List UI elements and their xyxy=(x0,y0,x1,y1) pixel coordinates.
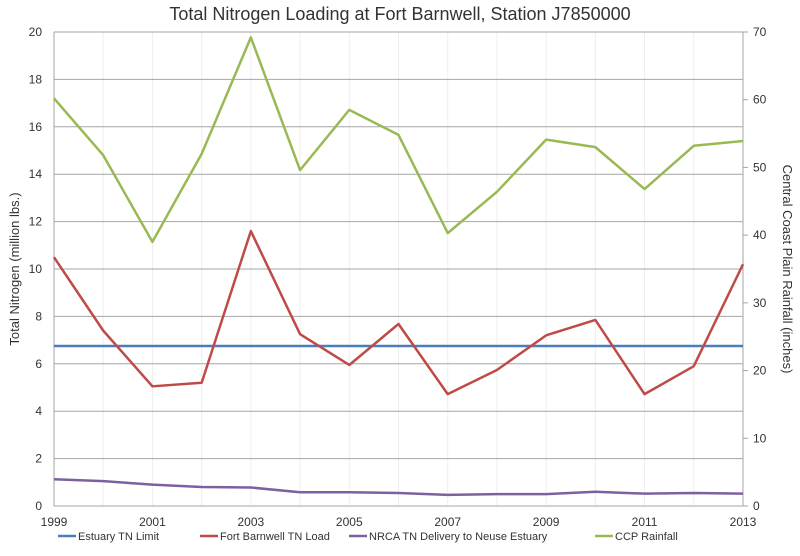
y-tick-label: 12 xyxy=(29,215,43,229)
legend-label: Estuary TN Limit xyxy=(78,531,159,543)
x-tick-label: 2011 xyxy=(632,515,658,529)
x-tick-label: 2003 xyxy=(238,515,265,529)
x-tick-label: 2005 xyxy=(336,515,363,529)
y2-tick-label: 40 xyxy=(753,228,767,242)
y-tick-label: 16 xyxy=(29,120,43,134)
y-tick-label: 2 xyxy=(35,452,42,466)
y2-tick-label: 70 xyxy=(753,25,767,39)
y-tick-label: 8 xyxy=(35,309,42,323)
y2-tick-label: 10 xyxy=(753,431,767,445)
legend: Estuary TN Limit Fort Barnwell TN Load NRC… xyxy=(58,531,678,543)
y-tick-label: 0 xyxy=(35,499,42,513)
y-tick-label: 20 xyxy=(29,25,43,39)
axes: 0 2 4 6 8 10 12 14 16 18 20 0 10 20 30 40 50 60 70 1999 2001… xyxy=(29,25,767,529)
grid xyxy=(54,32,743,506)
legend-label: Fort Barnwell TN Load xyxy=(220,531,330,543)
y-tick-label: 14 xyxy=(29,167,43,181)
y-axis-label: Total Nitrogen (million lbs.) xyxy=(7,192,22,345)
x-tick-label: 2013 xyxy=(730,515,757,529)
y2-tick-label: 60 xyxy=(753,93,767,107)
y2-axis-label: Central Coast Plain Rainfall (inches) xyxy=(780,165,795,374)
x-tick-label: 2007 xyxy=(434,515,461,529)
legend-label: NRCA TN Delivery to Neuse Estuary xyxy=(369,531,548,543)
legend-label: CCP Rainfall xyxy=(615,531,678,543)
y2-tick-label: 30 xyxy=(753,296,767,310)
x-tick-label: 2001 xyxy=(139,515,166,529)
y2-tick-label: 20 xyxy=(753,364,767,378)
y-tick-label: 10 xyxy=(29,262,43,276)
y-tick-label: 18 xyxy=(29,72,43,86)
chart-title: Total Nitrogen Loading at Fort Barnwell,… xyxy=(169,4,630,24)
x-tick-label: 2009 xyxy=(533,515,560,529)
y2-tick-label: 50 xyxy=(753,160,767,174)
x-tick-label: 1999 xyxy=(41,515,68,529)
y-tick-label: 6 xyxy=(35,357,42,371)
y2-tick-label: 0 xyxy=(753,499,760,513)
y-tick-label: 4 xyxy=(35,404,42,418)
